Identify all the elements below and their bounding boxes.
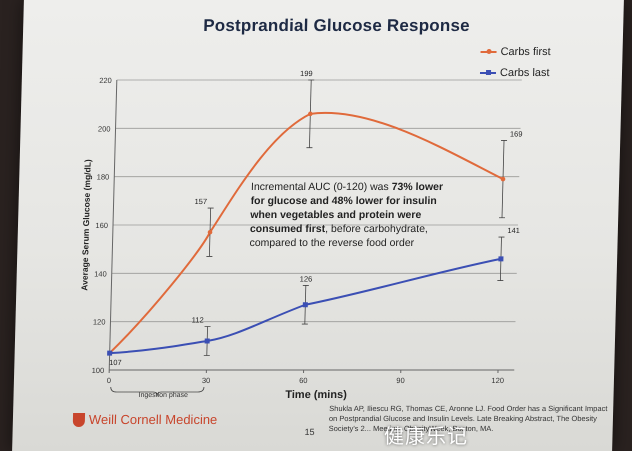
y-axis-title: Average Serum Glucose (mg/dL) <box>79 159 92 291</box>
data-label-0-3: 169 <box>510 129 523 138</box>
data-point-1-1 <box>204 338 210 344</box>
annotation-line2: for glucose and 48% lower for insulin <box>250 195 437 207</box>
y-tick-label-120: 120 <box>93 318 106 327</box>
y-tick-label-220: 220 <box>99 76 112 85</box>
data-label-1-0: 107 <box>109 358 122 367</box>
y-tick-label-100: 100 <box>92 366 105 375</box>
annotation-line1: Incremental AUC (0-120) was <box>250 181 392 193</box>
x-tick-label-0: 0 <box>107 376 111 385</box>
slide-number: 15 <box>304 427 315 437</box>
logo-text: Weill Cornell Medicine <box>88 412 218 427</box>
ingestion-phase-brace <box>110 386 205 397</box>
data-label-0-2: 199 <box>300 69 313 78</box>
x-axis-title: Time (mins) <box>285 389 347 401</box>
annotation-line4-bold: consumed first <box>249 223 326 235</box>
series-line-1 <box>109 257 502 355</box>
annotation-line1-bold: 73% lower <box>391 181 444 193</box>
slide: Postprandial Glucose Response Carbs firs… <box>12 0 624 451</box>
watermark-text: 健康乐记 <box>384 424 468 448</box>
x-tick-label-120: 120 <box>491 376 504 385</box>
annotation-line5: compared to the reverse food order <box>249 237 415 249</box>
annotation-line4: , before carbohydrate, <box>325 223 429 235</box>
data-point-1-2 <box>302 302 308 308</box>
y-tick-label-160: 160 <box>95 221 108 230</box>
x-tick-label-60: 60 <box>299 376 308 385</box>
chart-plot: 100 120 140 160 180 200 220 0 30 60 90 120 Time (min… <box>79 69 523 401</box>
x-tick-label-30: 30 <box>202 376 211 385</box>
data-point-0-2 <box>308 111 313 117</box>
institution-logo: Weill Cornell Medicine <box>72 412 218 427</box>
y-tick-label-200: 200 <box>98 124 111 133</box>
series-line-0 <box>108 111 504 354</box>
data-label-0-1: 157 <box>194 197 207 206</box>
data-point-1-0 <box>107 350 113 356</box>
data-point-0-3 <box>500 176 506 182</box>
y-tick-label-180: 180 <box>97 173 110 182</box>
shield-icon <box>72 412 86 427</box>
y-axis-line <box>108 80 118 370</box>
data-label-1-3: 141 <box>507 226 520 235</box>
x-tick-label-90: 90 <box>396 376 405 385</box>
data-label-1-2: 126 <box>300 274 313 283</box>
data-point-1-3 <box>498 256 504 262</box>
annotation-box: Incremental AUC (0-120) was 73% lower fo… <box>249 180 461 250</box>
citation-text: Shukla AP, Iliescu RG, Thomas CE, Aronne… <box>328 404 608 433</box>
ingestion-phase-label: Ingestion phase <box>138 392 189 399</box>
y-tick-label-140: 140 <box>94 269 107 278</box>
data-point-0-1 <box>207 229 213 235</box>
annotation-line3: when vegetables and protein were <box>250 209 422 221</box>
data-label-1-1: 112 <box>192 316 204 325</box>
